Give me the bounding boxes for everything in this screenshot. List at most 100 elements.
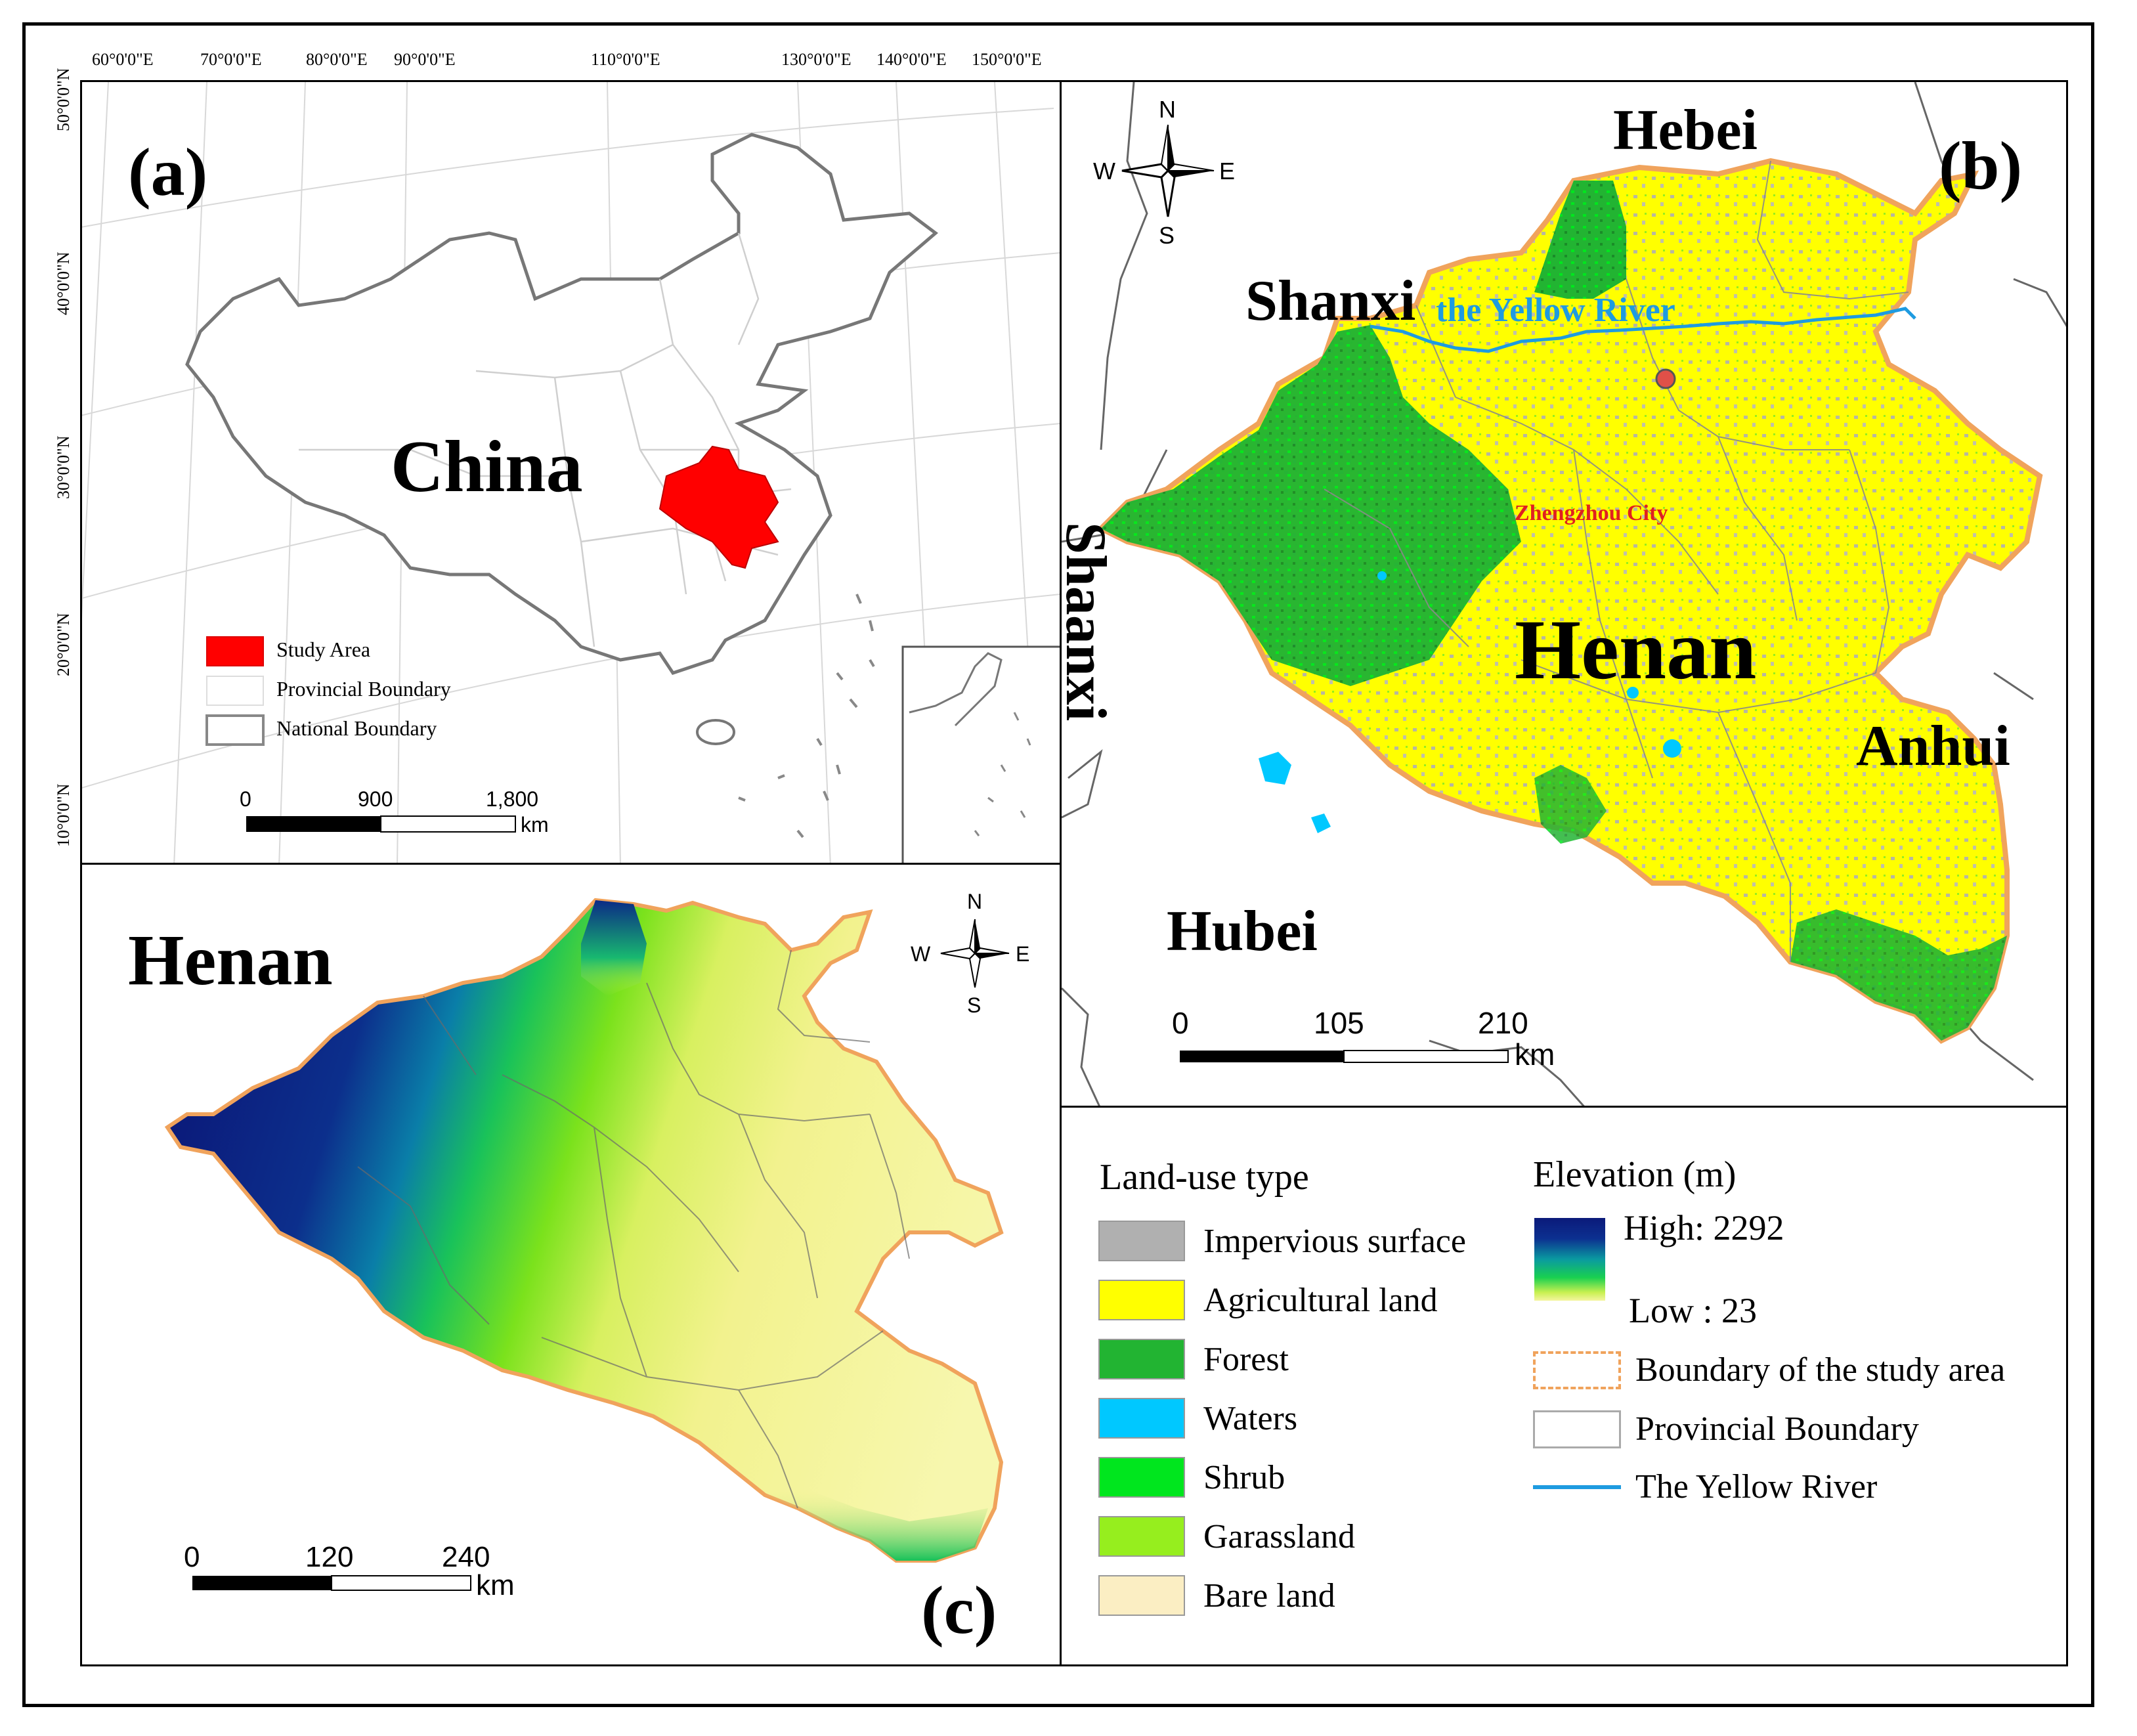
scale-b-unit: km: [1515, 1037, 1555, 1072]
landuse-map-svg: [1062, 82, 2066, 1106]
south-sea-inset: [901, 645, 1060, 863]
hubei-label: Hubei: [1167, 900, 1318, 963]
waters-label: Waters: [1203, 1399, 1298, 1437]
legend-national-swatch: [205, 714, 265, 746]
lon-label-80: 80°0'0"E: [306, 50, 368, 69]
south-china-sea-islands: [738, 594, 875, 838]
compass-rose-b: [1121, 124, 1215, 217]
china-label: China: [391, 426, 583, 508]
compass-c-w: W: [911, 942, 931, 966]
agricultural-swatch: [1098, 1280, 1185, 1320]
legend-item-waters: Waters: [1098, 1398, 1297, 1439]
grassland-label: Garassland: [1203, 1517, 1356, 1555]
shanxi-label: Shanxi: [1245, 269, 1416, 333]
north-highland: [581, 900, 647, 996]
scale-bar-a-black: [246, 816, 381, 832]
lon-label-140: 140°0'0"E: [876, 50, 947, 69]
city-boundaries: [1324, 160, 1909, 962]
legend-provincial-swatch: [206, 676, 264, 706]
panel-b-label: (b): [1939, 128, 2023, 204]
legend-item-forest: Forest: [1098, 1339, 1289, 1379]
lat-tick-50: 50°0'0"N: [54, 68, 73, 131]
figure-frame: [22, 22, 2094, 1707]
elevation-high-label: High: 2292: [1624, 1208, 1784, 1248]
scale-b-tick-0: 0: [1172, 1006, 1189, 1040]
south-highland: [765, 1488, 988, 1561]
study-boundary-label: Boundary of the study area: [1635, 1351, 2006, 1389]
panel-c-elevation-map: N S E W Henan (c) 0 120 240 km: [80, 863, 1062, 1666]
lon-label-70: 70°0'0"E: [200, 50, 262, 69]
forest-swatch: [1098, 1339, 1185, 1379]
legend-item-agricultural: Agricultural land: [1098, 1280, 1438, 1320]
scale-bar-c-black: [192, 1576, 332, 1590]
compass-c-s: S: [967, 993, 982, 1017]
impervious-label: Impervious surface: [1203, 1222, 1466, 1260]
legend-study-area-swatch: [206, 636, 264, 666]
forest-label: Forest: [1203, 1340, 1289, 1378]
lon-label-130: 130°0'0"E: [781, 50, 852, 69]
china-map-svg: [82, 82, 1060, 863]
compass-b-w: W: [1093, 158, 1115, 184]
shrub-swatch: [1098, 1457, 1185, 1498]
china-national-boundary: [185, 133, 938, 675]
legend-study-area-label: Study Area: [276, 638, 371, 661]
shaanxi-label: Shaanxi: [1060, 522, 1117, 722]
scale-bar-c-white: [331, 1575, 471, 1591]
elevation-gradient-swatch: [1534, 1218, 1605, 1301]
elevation-low-label: Low : 23: [1629, 1291, 1757, 1330]
lon-label-90: 90°0'0"E: [394, 50, 456, 69]
lat-tick-30: 30°0'0"N: [54, 435, 73, 499]
henan-title-c: Henan: [128, 920, 333, 1000]
legend-item-bare: Bare land: [1098, 1575, 1335, 1616]
legend-item-study-boundary: Boundary of the study area: [1533, 1351, 2005, 1389]
bare-swatch: [1098, 1575, 1185, 1616]
compass-c-e: E: [1016, 942, 1030, 966]
legend-item-provincial: Provincial Boundary: [1533, 1410, 1919, 1448]
elevation-city-boundaries: [357, 949, 910, 1509]
panel-a-china-overview: 60°0'0"E 70°0'0"E 80°0'0"E 90°0'0"E 110°…: [80, 80, 1062, 865]
scale-a-tick-1800: 1,800: [486, 787, 539, 811]
scale-c-tick-0: 0: [184, 1541, 200, 1573]
yellow-river-label: the Yellow River: [1436, 292, 1675, 329]
scale-a-tick-0: 0: [240, 787, 251, 811]
shrub-label: Shrub: [1203, 1458, 1285, 1496]
waters-swatch: [1098, 1398, 1185, 1439]
forest-region-west: [1101, 325, 1521, 686]
lat-tick-20: 20°0'0"N: [54, 613, 73, 676]
scale-a-unit: km: [521, 813, 549, 836]
legend-item-yellow-river: The Yellow River: [1533, 1467, 1877, 1506]
scale-b-tick-105: 105: [1314, 1006, 1364, 1040]
scale-c-tick-240: 240: [442, 1541, 490, 1573]
provincial-label: Provincial Boundary: [1635, 1410, 1919, 1448]
legend-provincial-label: Provincial Boundary: [276, 677, 451, 701]
compass-b-e: E: [1219, 158, 1236, 184]
inset-islands: [974, 712, 1031, 836]
impervious-swatch: [1098, 1221, 1185, 1261]
yellow-river-legend-label: The Yellow River: [1635, 1468, 1878, 1506]
lat-tick-40: 40°0'0"N: [54, 251, 73, 315]
study-area-henan: [658, 445, 779, 569]
scale-bar-a-white: [380, 815, 516, 833]
panel-b-landuse-map: N S E W (b) Hebei Shanxi Shaanxi Henan A…: [1060, 80, 2068, 1108]
scale-c-tick-120: 120: [305, 1541, 354, 1573]
landuse-legend-title: Land-use type: [1100, 1157, 1309, 1198]
elevation-map-svg: [164, 898, 1010, 1591]
compass-b-s: S: [1159, 222, 1175, 249]
forest-region-central: [1534, 765, 1607, 844]
forest-region-south: [1790, 909, 2007, 1041]
panel-a-label: (a): [128, 135, 208, 210]
forest-region-north: [1534, 181, 1626, 299]
zhengzhou-city-marker: [1655, 368, 1676, 389]
legend-item-shrub: Shrub: [1098, 1457, 1285, 1498]
provincial-swatch: [1533, 1410, 1621, 1448]
compass-c-n: N: [967, 890, 983, 913]
grassland-swatch: [1098, 1516, 1185, 1557]
hebei-label: Hebei: [1613, 98, 1758, 162]
scale-c-unit: km: [476, 1569, 515, 1601]
waters-patches: [1259, 571, 1681, 833]
zhengzhou-city-label: Zhengzhou City: [1515, 501, 1668, 525]
panel-legend: Land-use type Impervious surface Agricul…: [1060, 1106, 2068, 1666]
agricultural-label: Agricultural land: [1203, 1281, 1438, 1319]
hainan-island: [696, 719, 735, 745]
henan-label-b: Henan: [1515, 603, 1757, 697]
